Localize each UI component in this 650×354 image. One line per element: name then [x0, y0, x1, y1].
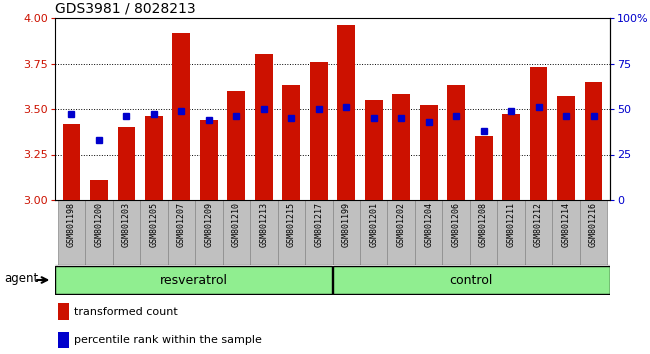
- Bar: [474, 136, 493, 200]
- Text: GSM801204: GSM801204: [424, 202, 433, 247]
- Text: GSM801206: GSM801206: [452, 202, 461, 247]
- Text: GSM801216: GSM801216: [589, 202, 598, 247]
- Bar: [58, 303, 69, 320]
- Text: transformed count: transformed count: [74, 307, 178, 316]
- Bar: [502, 114, 520, 200]
- Text: GSM801209: GSM801209: [204, 202, 213, 247]
- Bar: [387, 200, 415, 265]
- Bar: [222, 200, 250, 265]
- Bar: [415, 200, 443, 265]
- Bar: [172, 33, 190, 200]
- Text: GSM801202: GSM801202: [396, 202, 406, 247]
- Bar: [525, 200, 552, 265]
- Bar: [392, 95, 410, 200]
- Bar: [580, 200, 607, 265]
- Text: GDS3981 / 8028213: GDS3981 / 8028213: [55, 1, 196, 16]
- Bar: [278, 200, 305, 265]
- Text: GSM801205: GSM801205: [150, 202, 159, 247]
- Bar: [55, 266, 333, 295]
- Bar: [337, 25, 355, 200]
- Text: GSM801198: GSM801198: [67, 202, 76, 247]
- Bar: [195, 200, 222, 265]
- Bar: [118, 127, 135, 200]
- Text: GSM801217: GSM801217: [314, 202, 323, 247]
- Text: resveratrol: resveratrol: [160, 274, 228, 286]
- Bar: [227, 91, 245, 200]
- Text: GSM801210: GSM801210: [232, 202, 241, 247]
- Bar: [333, 266, 610, 295]
- Text: GSM801208: GSM801208: [479, 202, 488, 247]
- Text: GSM801200: GSM801200: [94, 202, 103, 247]
- Text: GSM801199: GSM801199: [342, 202, 351, 247]
- Bar: [112, 200, 140, 265]
- Bar: [365, 100, 383, 200]
- Bar: [250, 200, 278, 265]
- Bar: [333, 200, 360, 265]
- Text: GSM801203: GSM801203: [122, 202, 131, 247]
- Bar: [58, 332, 69, 348]
- Bar: [497, 200, 525, 265]
- Bar: [85, 200, 112, 265]
- Bar: [282, 85, 300, 200]
- Text: percentile rank within the sample: percentile rank within the sample: [74, 335, 263, 345]
- Bar: [58, 200, 85, 265]
- Bar: [470, 200, 497, 265]
- Bar: [584, 82, 603, 200]
- Text: GSM801207: GSM801207: [177, 202, 186, 247]
- Bar: [420, 105, 437, 200]
- Bar: [360, 200, 387, 265]
- Text: control: control: [450, 274, 493, 286]
- Bar: [552, 200, 580, 265]
- Bar: [447, 85, 465, 200]
- Text: GSM801211: GSM801211: [506, 202, 515, 247]
- Text: GSM801201: GSM801201: [369, 202, 378, 247]
- Text: GSM801212: GSM801212: [534, 202, 543, 247]
- Bar: [530, 67, 547, 200]
- Bar: [200, 120, 218, 200]
- Bar: [145, 116, 163, 200]
- Bar: [443, 200, 470, 265]
- Bar: [557, 96, 575, 200]
- Bar: [90, 180, 108, 200]
- Text: GSM801214: GSM801214: [562, 202, 571, 247]
- Text: agent: agent: [5, 272, 38, 285]
- Bar: [168, 200, 195, 265]
- Bar: [140, 200, 168, 265]
- Text: GSM801213: GSM801213: [259, 202, 268, 247]
- Text: GSM801215: GSM801215: [287, 202, 296, 247]
- Bar: [62, 124, 81, 200]
- Bar: [255, 55, 273, 200]
- Bar: [310, 62, 328, 200]
- Bar: [305, 200, 333, 265]
